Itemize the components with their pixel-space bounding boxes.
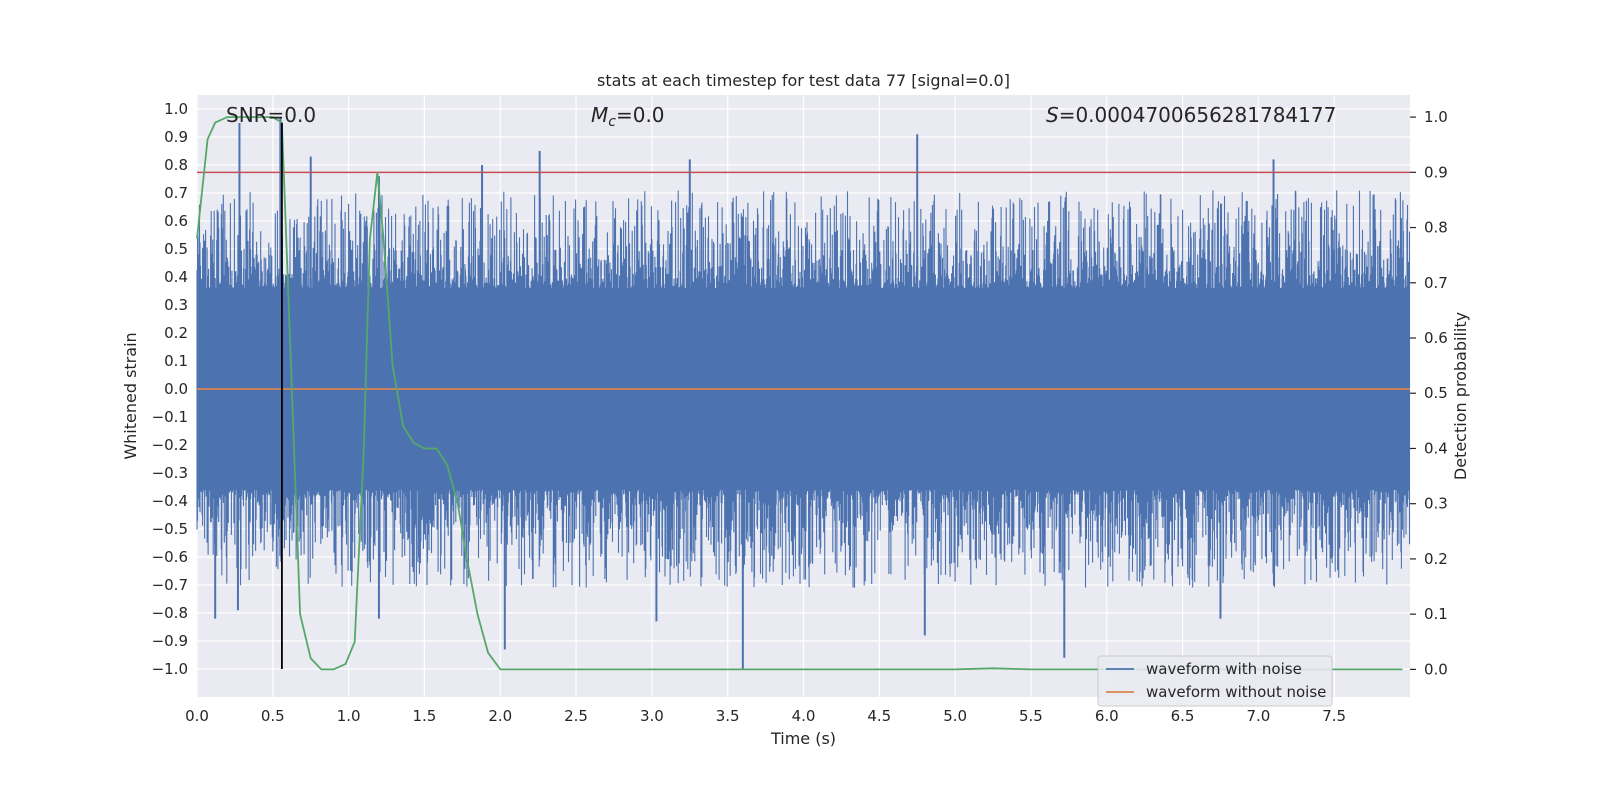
probability-line — [196, 116, 1403, 671]
y-tick-label: 0.0 — [164, 380, 188, 398]
x-tick-label: 2.0 — [488, 707, 512, 725]
x-tick-label: 5.0 — [943, 707, 967, 725]
x-tick-label: 6.0 — [1095, 707, 1119, 725]
legend-label-noise: waveform with noise — [1146, 660, 1302, 678]
chart-title: stats at each timestep for test data 77 … — [597, 71, 1010, 90]
y-tick-label: 0.5 — [164, 240, 188, 258]
y-tick-label: 0.2 — [164, 324, 188, 342]
x-tick-label: 0.0 — [185, 707, 209, 725]
y-tick-label: 0.7 — [164, 184, 188, 202]
y-tick-label: 0.4 — [164, 268, 188, 286]
s-value: =0.0004700656281784177 — [1059, 103, 1337, 127]
y2-axis-label: Detection probability — [1451, 312, 1470, 480]
x-tick-label: 1.0 — [337, 707, 361, 725]
y2-tick-label: 0.3 — [1424, 495, 1448, 513]
x-axis-label: Time (s) — [770, 729, 836, 748]
legend: waveform with noise waveform without noi… — [1097, 655, 1333, 707]
y-tick-label: −0.8 — [152, 604, 188, 622]
s-symbol: S — [1046, 103, 1059, 127]
y-tick-label: 0.6 — [164, 212, 188, 230]
y2-axis-ticks: 0.0 0.1 0.2 0.3 0.4 0.5 0.6 0.7 0.8 0.9 1.0 — [1410, 108, 1448, 678]
y2-tick-label: 0.1 — [1424, 605, 1448, 623]
y2-tick-label: 0.5 — [1424, 384, 1448, 402]
x-tick-label: 4.0 — [792, 707, 816, 725]
y-tick-label: −1.0 — [152, 660, 188, 678]
y2-tick-label: 1.0 — [1424, 108, 1448, 126]
legend-box — [1097, 655, 1333, 707]
y2-tick-label: 0.9 — [1424, 163, 1448, 181]
y2-tick-label: 0.7 — [1424, 274, 1448, 292]
y-tick-label: 0.8 — [164, 156, 188, 174]
s-annotation: S=0.0004700656281784177 — [1046, 103, 1336, 127]
mc-symbol: M — [591, 103, 608, 127]
y-tick-label: −0.5 — [152, 520, 188, 538]
series-lines — [196, 116, 1410, 671]
y2-tick-label: 0.0 — [1424, 660, 1448, 678]
y-tick-label: 0.1 — [164, 352, 188, 370]
x-tick-label: 2.5 — [564, 707, 588, 725]
legend-label-clean: waveform without noise — [1146, 683, 1326, 701]
y-tick-label: −0.3 — [152, 464, 188, 482]
y-tick-label: 0.9 — [164, 128, 188, 146]
chirp-mass-annotation: Mc=0.0 — [591, 103, 665, 130]
x-tick-label: 1.5 — [413, 707, 437, 725]
y-tick-label: −0.7 — [152, 576, 188, 594]
snr-annotation: SNR=0.0 — [226, 103, 316, 127]
y-tick-label: 1.0 — [164, 100, 188, 118]
x-tick-label: 4.5 — [867, 707, 891, 725]
y2-tick-label: 0.6 — [1424, 329, 1448, 347]
x-tick-label: 3.0 — [640, 707, 664, 725]
mc-subscript: c — [608, 114, 616, 130]
x-tick-label: 6.5 — [1171, 707, 1195, 725]
y2-tick-label: 0.4 — [1424, 439, 1448, 457]
y2-tick-label: 0.2 — [1424, 550, 1448, 568]
y-axis-label: Whitened strain — [121, 332, 140, 459]
y-tick-label: 0.3 — [164, 296, 188, 314]
mc-value: =0.0 — [616, 103, 665, 127]
x-tick-label: 7.5 — [1322, 707, 1346, 725]
y-tick-label: −0.2 — [152, 436, 188, 454]
x-tick-label: 0.5 — [261, 707, 285, 725]
y-tick-label: −0.1 — [152, 408, 188, 426]
x-axis-ticks: 0.0 0.5 1.0 1.5 2.0 2.5 3.0 3.5 4.0 4.5 5.0 5.5 6.0 6… — [185, 707, 1346, 725]
x-tick-label: 7.0 — [1246, 707, 1270, 725]
y-tick-label: −0.6 — [152, 548, 188, 566]
y-tick-label: −0.4 — [152, 492, 188, 510]
y-tick-label: −0.9 — [152, 632, 188, 650]
y-axis-ticks: −1.0 −0.9 −0.8 −0.7 −0.6 −0.5 −0.4 −0.3 −0.2 −0.1… — [152, 100, 188, 678]
y2-tick-label: 0.8 — [1424, 219, 1448, 237]
x-tick-label: 3.5 — [716, 707, 740, 725]
x-tick-label: 5.5 — [1019, 707, 1043, 725]
